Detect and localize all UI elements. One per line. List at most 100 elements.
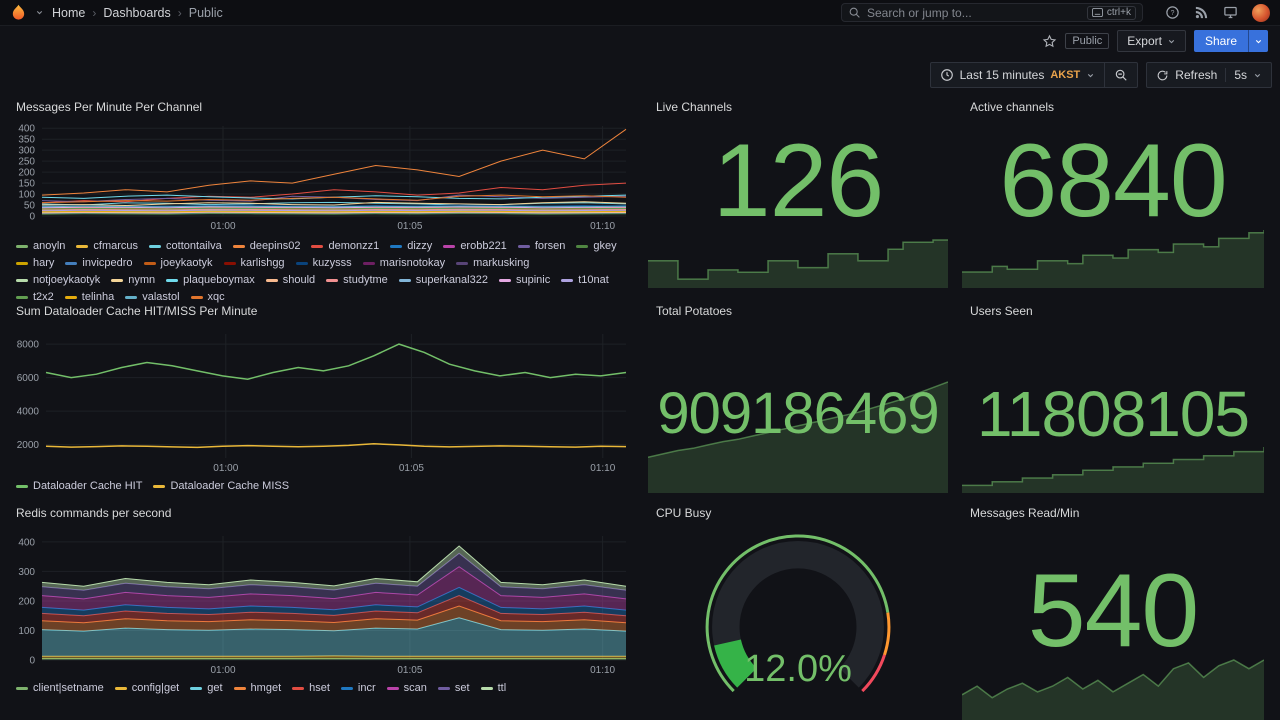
legend-swatch-icon	[292, 687, 305, 690]
legend-item[interactable]: dizzy	[390, 239, 432, 254]
legend-item[interactable]: karlishgg	[223, 256, 285, 271]
legend-item[interactable]: superkanal322	[398, 273, 488, 288]
share-chevron-down-icon[interactable]	[1248, 30, 1268, 52]
legend-item[interactable]: plaqueboymax	[166, 273, 255, 288]
legend-item[interactable]: get	[190, 681, 223, 696]
legend-item[interactable]: kuzysss	[295, 256, 352, 271]
breadcrumb-dashboards[interactable]: Dashboards	[103, 5, 171, 20]
grafana-logo-icon[interactable]	[10, 4, 27, 21]
legend-label: should	[282, 274, 316, 286]
stat-value: 126	[712, 123, 885, 239]
refresh-icon[interactable]	[1156, 69, 1169, 82]
legend-item[interactable]: hmget	[233, 681, 281, 696]
breadcrumb-home[interactable]: Home	[52, 5, 86, 20]
legend-item[interactable]: client|setname	[16, 681, 104, 696]
legend-swatch-icon	[362, 262, 375, 265]
legend-item[interactable]: cottontailva	[149, 239, 222, 254]
legend-item[interactable]: t2x2	[16, 290, 54, 305]
legend-label: cottontailva	[166, 240, 222, 252]
legend-item[interactable]: joeykaotyk	[143, 256, 213, 271]
help-icon[interactable]: ?	[1165, 5, 1180, 20]
stat-value: 6840	[999, 123, 1227, 239]
legend-swatch-icon	[443, 245, 456, 248]
redis-chart[interactable]: 0 100 200 300 400 01:00 01:05 01:10	[8, 530, 632, 676]
live-channels-sparkline[interactable]	[648, 236, 948, 288]
active-channels-sparkline[interactable]	[962, 226, 1264, 288]
svg-text:350: 350	[18, 135, 35, 146]
legend-item[interactable]: hset	[292, 681, 330, 696]
legend-item[interactable]: config|get	[114, 681, 179, 696]
org-chevron-down-icon[interactable]	[35, 8, 44, 17]
svg-text:01:10: 01:10	[590, 665, 615, 676]
refresh-interval[interactable]: 5s	[1234, 68, 1247, 82]
panel-messages-read: Messages Read/Min 540	[962, 502, 1264, 720]
legend-item[interactable]: anoyln	[16, 239, 65, 254]
legend-item[interactable]: xqc	[190, 290, 225, 305]
legend-swatch-icon	[114, 687, 127, 690]
legend-label: marisnotokay	[379, 257, 446, 269]
legend-item[interactable]: notjoeykaotyk	[16, 273, 100, 288]
legend-item[interactable]: erobb221	[443, 239, 507, 254]
legend-label: get	[207, 682, 223, 694]
legend-label: set	[454, 682, 470, 694]
search-input[interactable]: Search or jump to... ctrl+k	[841, 3, 1143, 22]
user-avatar[interactable]	[1252, 3, 1270, 22]
legend-item[interactable]: valastol	[125, 290, 180, 305]
legend-item[interactable]: t10nat	[561, 273, 609, 288]
export-button[interactable]: Export	[1117, 30, 1186, 52]
refresh-button[interactable]: Refresh	[1175, 68, 1218, 82]
legend-item[interactable]: incr	[340, 681, 376, 696]
messages-read-sparkline[interactable]	[962, 656, 1264, 720]
legend-swatch-icon	[190, 296, 203, 299]
legend-item[interactable]: Dataloader Cache HIT	[16, 479, 142, 494]
legend-item[interactable]: marisnotokay	[362, 256, 446, 271]
legend-item[interactable]: deepins02	[232, 239, 300, 254]
total-potatoes-sparkline[interactable]	[648, 378, 948, 493]
svg-text:01:05: 01:05	[399, 463, 424, 474]
svg-text:01:00: 01:00	[213, 463, 238, 474]
svg-text:300: 300	[18, 146, 35, 157]
svg-text:250: 250	[18, 157, 35, 168]
messages-chart[interactable]: 0 50 100 150 200 250 300 350 400 01:00 01:05 01:10	[8, 120, 632, 232]
monitor-icon[interactable]	[1223, 5, 1238, 20]
legend-item[interactable]: hary	[16, 256, 54, 271]
legend-item[interactable]: supinic	[498, 273, 550, 288]
cpu-gauge[interactable]	[648, 528, 948, 718]
legend-item[interactable]: scan	[386, 681, 427, 696]
legend-item[interactable]: markusking	[456, 256, 529, 271]
zoom-out-button[interactable]	[1104, 62, 1139, 88]
legend-item[interactable]: nymn	[111, 273, 155, 288]
svg-text:01:05: 01:05	[397, 665, 422, 676]
legend-item[interactable]: cfmarcus	[76, 239, 138, 254]
chevron-down-icon	[1086, 71, 1095, 80]
star-icon[interactable]	[1042, 34, 1057, 49]
breadcrumb-public[interactable]: Public	[188, 5, 223, 20]
panel-title: Messages Per Minute Per Channel	[16, 100, 203, 114]
stat-value: 11808105	[977, 377, 1250, 450]
legend-item[interactable]: forsen	[517, 239, 565, 254]
legend-item[interactable]: should	[265, 273, 316, 288]
legend-item[interactable]: telinha	[64, 290, 114, 305]
legend-item[interactable]: invicpedro	[65, 256, 133, 271]
legend-item[interactable]: Dataloader Cache MISS	[153, 479, 289, 494]
time-range-picker[interactable]: Last 15 minutes AKST	[929, 62, 1106, 88]
legend-item[interactable]: ttl	[480, 681, 506, 696]
legend-item[interactable]: gkey	[576, 239, 617, 254]
legend-swatch-icon	[265, 279, 278, 282]
stat-value: 909186469	[657, 380, 939, 446]
legend-label: markusking	[473, 257, 530, 269]
refresh-control: Refresh 5s	[1146, 62, 1272, 88]
news-rss-icon[interactable]	[1194, 5, 1209, 20]
timezone-label: AKST	[1050, 69, 1081, 81]
legend-label: erobb221	[460, 240, 507, 252]
legend-item[interactable]: demonzz1	[311, 239, 379, 254]
legend-swatch-icon	[149, 245, 162, 248]
legend-swatch-icon	[232, 245, 245, 248]
users-seen-sparkline[interactable]	[962, 443, 1264, 493]
legend-swatch-icon	[65, 262, 78, 265]
legend-swatch-icon	[576, 245, 589, 248]
legend-item[interactable]: set	[437, 681, 470, 696]
share-button[interactable]: Share	[1193, 30, 1248, 52]
legend-item[interactable]: studytme	[326, 273, 388, 288]
dataloader-chart[interactable]: 2000 4000 6000 8000 01:00 01:05 01:10	[8, 328, 632, 474]
